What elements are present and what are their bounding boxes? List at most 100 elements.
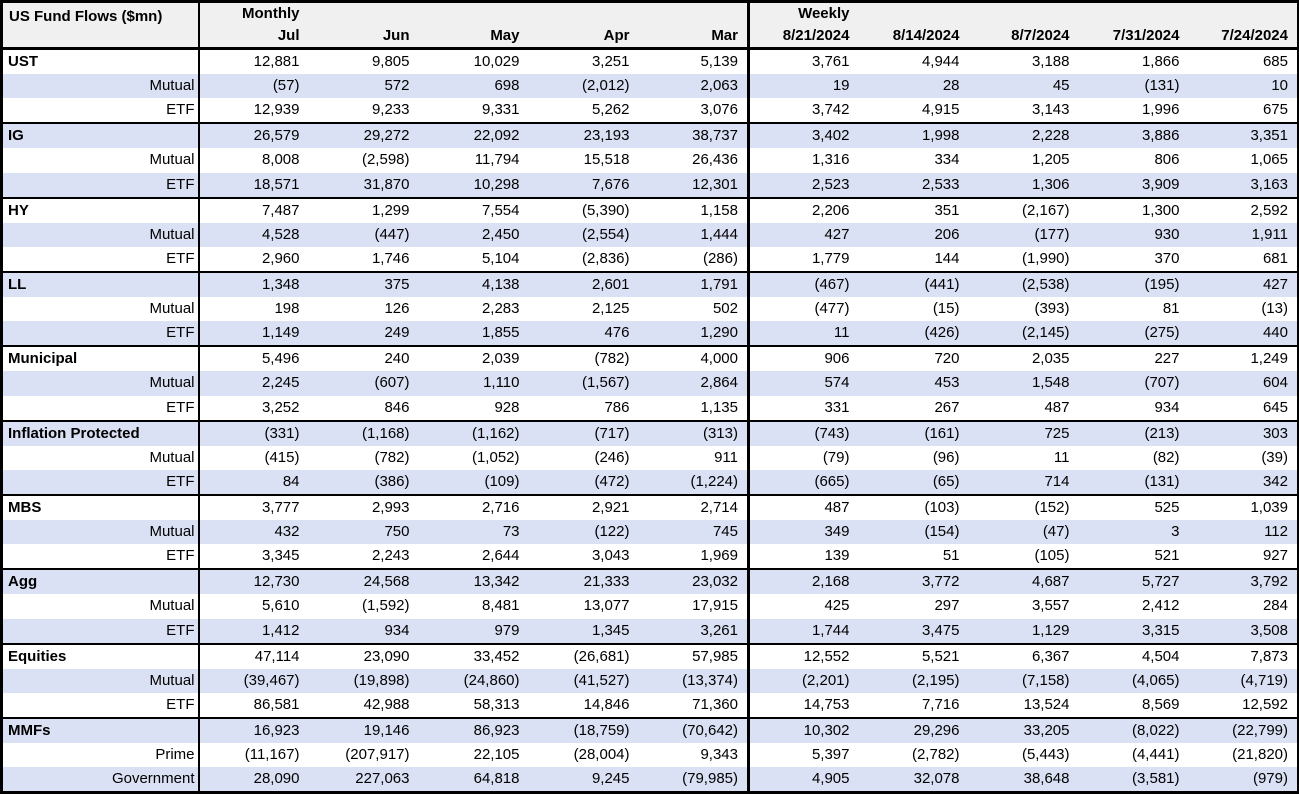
weekly-value-cell: 3,351 [1188,122,1299,149]
weekly-value-cell: (467) [748,270,859,297]
weekly-value-cell: 6,367 [968,642,1079,669]
monthly-value-cell: 2,039 [418,345,529,372]
monthly-value-cell: 9,343 [638,742,750,768]
table-row: Mutual 5,610 (1,592) 8,481 13,077 17,915 425 29… [1,594,1299,619]
monthly-value-cell: 2,864 [638,371,750,396]
monthly-value-cell: 26,436 [638,148,750,173]
weekly-value-cell: (15) [932,300,960,318]
monthly-value-cell: (24,860) [418,668,529,693]
weekly-value-cell: 425 [824,597,850,615]
weekly-value-cell: 927 [1262,547,1288,565]
monthly-value-cell: (70,642) [638,716,750,743]
monthly-value-cell: (2,836) [581,249,630,267]
weekly-value-cell: 32,078 [858,767,969,793]
weekly-value-cell: (39) [1261,448,1288,466]
header-spacer [528,1,639,25]
weekly-value-cell: (2,782) [911,746,960,764]
table-row: ETF 86,581 42,988 58,313 14,846 71,360 14,753 7… [1,692,1299,718]
monthly-value-cell: (26,681) [528,642,639,669]
monthly-value-cell: (386) [308,469,419,495]
row-label: ETF [1,98,200,124]
monthly-value-cell: 2,644 [481,547,520,565]
weekly-value-cell: (441) [858,270,969,297]
monthly-value-cell: (246) [594,448,630,466]
row-label: Mutual [1,296,200,322]
monthly-value-cell: 8,481 [481,597,520,615]
header-spacer [1078,1,1189,25]
weekly-value-cell: 7,873 [1188,642,1299,669]
monthly-value-cell: 71,360 [638,692,750,718]
weekly-value-cell: 806 [1154,151,1180,169]
monthly-value-cell: 2,601 [528,270,639,297]
table-row: Inflation Protected (331) (1,168) (1,162) (7… [1,419,1299,446]
weekly-value-cell: 725 [968,419,1079,446]
weekly-value-cell: (22,799) [1188,716,1299,743]
weekly-value-cell: 2,533 [858,172,969,198]
weekly-value-cell: 2,523 [748,172,859,198]
weekly-value-cell: 1,129 [968,618,1079,644]
monthly-value-cell: 5,262 [591,101,630,119]
weekly-value-cell: 227 [1078,345,1189,372]
monthly-value-cell: (1,567) [528,371,639,396]
monthly-value-cell: 58,313 [473,695,520,713]
weekly-value-cell: 675 [1262,101,1288,119]
weekly-value-cell: (665) [748,469,859,495]
monthly-value-cell: 33,452 [418,642,529,669]
monthly-value-cell: (472) [528,469,639,495]
monthly-value-cell: 979 [418,618,529,644]
monthly-value-cell: 12,939 [253,101,300,119]
monthly-value-cell: 18,571 [198,172,309,198]
monthly-value-cell: 1,290 [638,321,750,347]
monthly-value-cell: 21,333 [528,568,639,595]
weekly-value-cell: 297 [934,597,960,615]
monthly-value-cell: 198 [274,300,300,318]
monthly-value-cell: (13,374) [638,668,750,693]
weekly-value-cell: (4,065) [1078,668,1189,693]
row-label: ETF [1,618,200,644]
monthly-value-cell: 249 [308,321,419,347]
weekly-section-label: Weekly [748,1,859,25]
weekly-value-cell: 2,412 [1141,597,1180,615]
monthly-value-cell: 227,063 [308,767,419,793]
monthly-value-cell: 19,146 [308,716,419,743]
monthly-value-cell: 23,193 [528,122,639,149]
weekly-value-cell: (1,990) [1021,249,1070,267]
table-row: Mutual 4,528 (447) 2,450 (2,554) 1,444 427 206(… [1,222,1299,247]
weekly-value-cell: 11 [748,321,859,347]
group-label: LL [1,270,200,297]
monthly-value-cell: 240 [308,345,419,372]
group-label: Equities [1,642,200,669]
row-label: Government [1,767,200,793]
monthly-value-cell: 10,029 [418,47,529,74]
weekly-value-cell: (743) [748,419,859,446]
row-label: ETF [1,544,200,570]
monthly-value-cell: 2,125 [591,300,630,318]
monthly-section-label: Monthly [198,1,309,25]
weekly-value-cell: 370 [1154,249,1180,267]
weekly-value-cell: 33,205 [968,716,1079,743]
monthly-value-cell: 1,791 [638,270,750,297]
weekly-value-cell: (65) [858,469,969,495]
weekly-value-cell: 645 [1262,398,1288,416]
weekly-value-cell: 3,742 [811,101,850,119]
weekly-value-cell: 112 [1188,519,1299,545]
monthly-value-cell: (717) [528,419,639,446]
group-label: Agg [1,568,200,595]
weekly-value-cell: 351 [858,196,969,223]
weekly-value-cell: (96) [932,448,960,466]
monthly-value-cell: 1,969 [638,544,750,570]
weekly-value-cell: 1,065 [1250,151,1288,169]
monthly-value-cell: 10,298 [418,172,529,198]
column-header: 8/7/2024 [968,25,1079,49]
weekly-value-cell: (131) [1078,74,1189,99]
weekly-value-cell: 1,306 [968,172,1079,198]
monthly-value-cell: 502 [638,296,750,322]
monthly-value-cell: 4,528 [198,222,309,247]
monthly-value-cell: 698 [418,74,529,99]
weekly-value-cell: 1,779 [811,249,850,267]
monthly-value-cell: 1,149 [198,321,309,347]
row-label: ETF [1,321,200,347]
group-label: MMFs [1,716,200,743]
row-label: Mutual [1,668,200,693]
monthly-value-cell: 750 [308,519,419,545]
